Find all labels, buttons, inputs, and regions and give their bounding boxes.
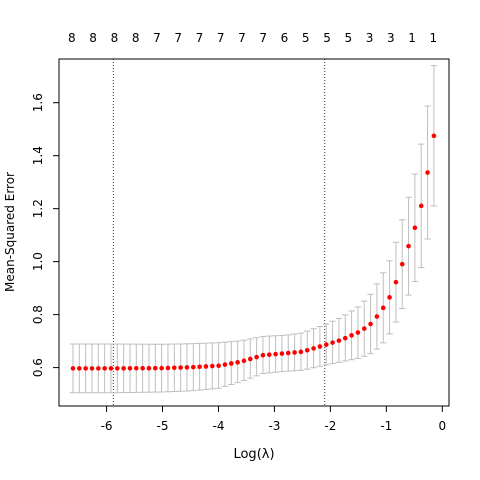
reference-lines [112,59,326,406]
data-point [355,330,361,335]
x-tick-label: -3 [268,419,280,433]
top-axis-label: 7 [259,31,267,45]
data-point [165,365,171,371]
y-axis: 0.6 0.8 1.0 1.2 1.4 1.6 [31,93,59,377]
data-point [393,279,399,285]
data-point [368,321,373,327]
top-axis-label: 8 [89,31,97,45]
data-point [412,225,418,231]
data-point [83,366,88,371]
data-point [241,358,247,364]
data-point [425,170,430,175]
data-point [342,335,348,341]
top-axis-label: 5 [302,31,310,45]
data-point [171,365,177,371]
data-point [235,360,240,365]
data-point [330,340,335,345]
data-point [228,361,234,366]
data-point [134,365,139,371]
data-point [70,366,76,371]
y-tick-label: 1.2 [31,199,45,218]
x-tick-label: 0 [438,419,446,433]
data-point [311,346,316,351]
y-tick-label: 1.6 [31,93,45,112]
data-point [292,350,297,355]
data-point [178,365,183,370]
top-axis-label: 7 [153,31,161,45]
data-point [431,133,437,139]
data-point [121,366,126,371]
data-point [361,326,367,331]
top-axis-label: 3 [387,31,395,45]
x-tick-label: -5 [157,419,169,433]
top-axis-label: 3 [366,31,374,45]
data-point [279,351,285,356]
data-point [273,351,278,357]
top-axis-label: 1 [408,31,416,45]
data-point [317,344,323,349]
data-point [89,366,95,371]
data-point [254,354,259,360]
data-point [298,349,304,355]
data-point [96,366,101,371]
data-point [323,342,329,347]
data-point [108,366,114,371]
data-point [285,350,291,356]
data-points [70,133,437,371]
top-axis-label: 7 [196,31,204,45]
top-axis-label: 5 [323,31,331,45]
x-tick-label: -4 [212,419,224,433]
data-point [336,338,342,343]
data-point [102,366,107,371]
data-point [190,364,196,370]
data-point [349,333,354,338]
y-axis-label: Mean-Squared Error [3,172,17,292]
data-point [115,366,120,371]
x-axis: -6 -5 -4 -3 -2 -1 0 [101,405,446,433]
top-axis-label: 8 [111,31,119,45]
y-tick-label: 1.4 [31,146,45,165]
data-point [304,347,310,353]
data-point [266,352,272,357]
x-axis-label: Log(λ) [233,447,274,462]
top-axis-label: 7 [217,31,225,45]
data-point [399,261,405,267]
data-point [216,363,221,369]
x-tick-label: -1 [380,419,392,433]
top-axis-label: 5 [344,31,352,45]
data-point [140,365,145,371]
data-point [159,365,164,371]
data-point [406,243,411,249]
data-point [380,305,386,311]
y-tick-label: 0.8 [31,305,45,324]
top-axis-label: 8 [132,31,140,45]
data-point [222,362,228,367]
data-point [197,364,202,370]
data-point [146,365,152,371]
error-bars [69,65,438,394]
top-axis-label: 7 [174,31,182,45]
x-tick-label: -2 [324,419,336,433]
top-axis-label: 1 [430,31,438,45]
data-point [418,203,424,209]
data-point [127,365,133,371]
data-point [247,356,253,362]
data-point [387,295,392,300]
y-tick-label: 0.6 [31,358,45,377]
top-axis-label: 8 [68,31,76,45]
data-point [374,314,380,319]
data-point [184,365,190,370]
top-axis-label: 6 [281,31,289,45]
top-axis-label: 7 [238,31,246,45]
data-point [77,366,82,371]
data-point [260,352,266,358]
x-tick-label: -6 [101,419,113,433]
data-point [203,364,209,369]
y-tick-label: 1.0 [31,252,45,271]
data-point [209,363,215,369]
data-point [152,365,158,371]
